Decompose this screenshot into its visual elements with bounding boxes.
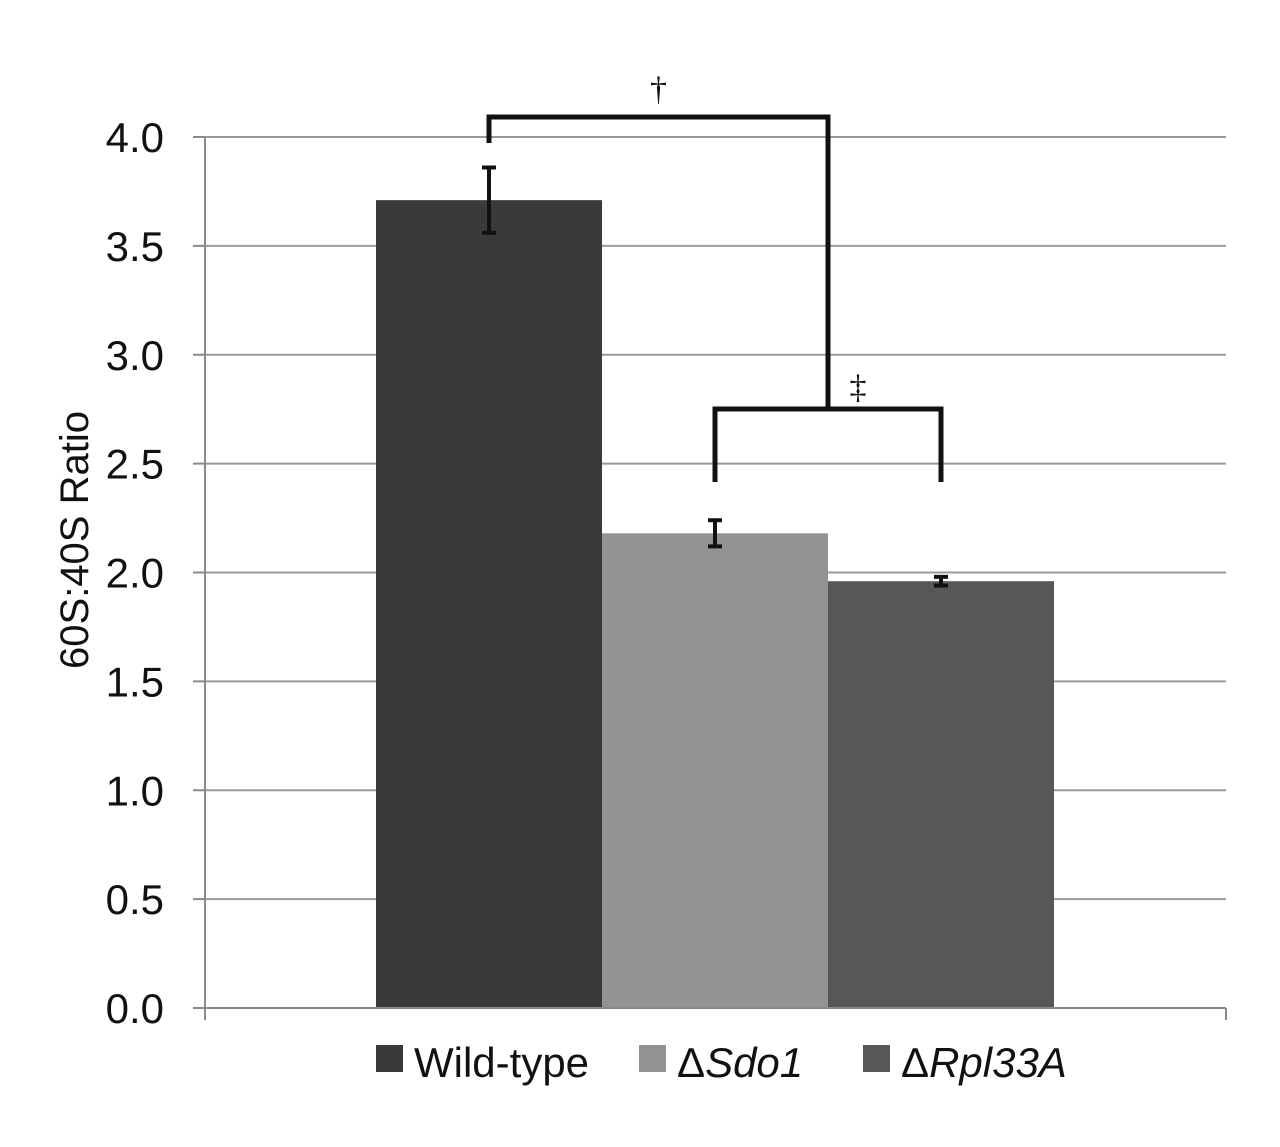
bar-sdo1 [602, 533, 828, 1008]
legend-delta: Δ [901, 1039, 929, 1086]
legend-item: ΔRpl33A [863, 1039, 1067, 1086]
bracket-outer [486, 114, 831, 409]
legend-name: Sdo1 [705, 1039, 803, 1086]
bars [376, 200, 1054, 1008]
y-tick-label: 2.5 [106, 441, 164, 488]
axes [204, 137, 1227, 1020]
legend-label: ΔRpl33A [901, 1039, 1067, 1086]
bracket-inner [712, 406, 944, 482]
legend-name: Wild-type [414, 1039, 589, 1086]
legend-label: ΔSdo1 [677, 1039, 803, 1086]
error-bar [934, 574, 948, 588]
legend-swatch [863, 1045, 890, 1072]
y-tick-label: 3.5 [106, 223, 164, 270]
legend-swatch [639, 1045, 666, 1072]
y-tick-label: 0.0 [106, 985, 164, 1032]
y-tick-label: 3.0 [106, 332, 164, 379]
y-tick-label: 4.0 [106, 114, 164, 161]
legend-name: Rpl33A [929, 1039, 1067, 1086]
y-tick-label: 0.5 [106, 876, 164, 923]
bar-wild-type [376, 200, 602, 1008]
bar-rpl33a [828, 581, 1054, 1008]
y-tick-label: 2.0 [106, 550, 164, 597]
y-axis-title: 60S:40S Ratio [53, 411, 97, 669]
y-tick-label: 1.5 [106, 658, 164, 705]
error-bar [708, 518, 722, 549]
double-dagger-mark: ‡ [850, 369, 867, 406]
error-bars [482, 165, 948, 588]
y-axis-ticks: 0.0 0.5 1.0 1.5 2.0 2.5 3.0 3.5 4.0 [106, 114, 205, 1032]
legend-swatch [376, 1045, 403, 1072]
error-bar [482, 165, 496, 235]
legend-item: Wild-type [376, 1039, 589, 1086]
dagger-mark: † [650, 71, 667, 108]
legend-item: ΔSdo1 [639, 1039, 803, 1086]
legend: Wild-type ΔSdo1 ΔRpl33A [376, 1039, 1067, 1086]
y-tick-label: 1.0 [106, 767, 164, 814]
significance-brackets: †‡ [486, 71, 944, 482]
legend-label: Wild-type [414, 1039, 589, 1086]
legend-delta: Δ [677, 1039, 705, 1086]
